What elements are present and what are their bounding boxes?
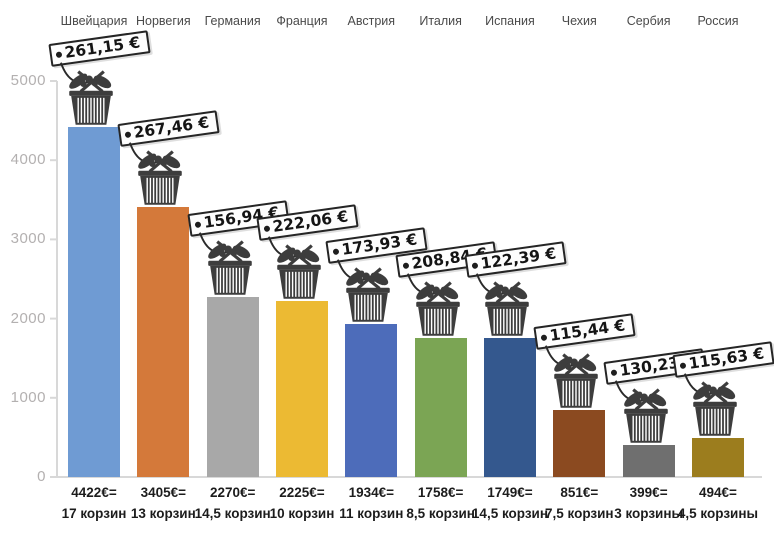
y-tick-label: 5000: [10, 72, 46, 89]
bottom-label: 494€= 4,5 корзины: [672, 483, 764, 525]
total-euro-label: 4422€=: [71, 485, 117, 500]
country-label: Сербия: [626, 14, 671, 28]
bar: [275, 301, 328, 477]
grocery-basket-icon: [198, 232, 252, 295]
y-tick-label: 3000: [10, 230, 46, 248]
bar: [206, 297, 259, 477]
basket-group: 156,94 €: [185, 200, 290, 296]
basket-group: 130,23 €: [601, 348, 706, 444]
baskets-count-label: 3 корзины: [614, 505, 684, 521]
country-label: Франция: [276, 14, 328, 28]
total-euro-label: 1749€=: [487, 485, 533, 500]
baskets-count-label: 8,5 корзин: [406, 505, 475, 521]
bottom-label: 2225€= 10 корзин: [256, 483, 348, 525]
basket-group: 173,93 €: [323, 227, 428, 323]
grocery-basket-icon: [337, 259, 391, 322]
total-euro-label: 851€=: [560, 485, 599, 500]
total-euro-label: 1934€=: [348, 485, 395, 500]
baskets-count-label: 11 корзин: [339, 505, 404, 521]
y-tick-label: 1000: [10, 388, 46, 406]
bottom-label: 1749€= 14,5 корзин: [464, 483, 556, 525]
bar: [345, 324, 398, 477]
grocery-basket-icon: [267, 236, 321, 299]
bar: [553, 410, 606, 477]
bar: [137, 207, 190, 477]
baskets-count-label: 13 корзин: [130, 505, 196, 521]
basket-group: 222,06 €: [254, 204, 359, 300]
total-euro-label: 494€=: [699, 485, 737, 500]
bottom-label: 1758€= 8,5 корзин: [395, 483, 487, 525]
baskets-count-label: 4,5 корзины: [677, 505, 759, 521]
baskets-count-label: 7,5 корзин: [545, 505, 614, 521]
bar: [68, 127, 120, 477]
y-tick-label: 4000: [10, 151, 46, 169]
basket-group: 115,44 €: [531, 313, 636, 409]
bottom-label: 399€= 3 корзины: [603, 483, 695, 525]
grocery-basket-icon: [60, 62, 113, 125]
grocery-basket-icon: [545, 345, 599, 408]
grocery-basket-icon: [475, 273, 529, 336]
bar: [483, 338, 536, 477]
baskets-count-label: 10 корзин: [269, 505, 335, 521]
total-euro-label: 3405€=: [140, 485, 187, 500]
grocery-basket-icon: [614, 380, 668, 443]
country-label: Испания: [485, 14, 535, 28]
basket-group: 122,39 €: [462, 241, 567, 337]
total-euro-label: 2225€=: [279, 485, 325, 500]
bottom-label: 3405€= 13 корзин: [117, 483, 209, 525]
bottom-label: 4422€= 17 корзин: [48, 483, 140, 525]
country-label: Чехия: [561, 14, 597, 28]
country-label: Италия: [419, 14, 462, 28]
basket-group: 267,46 €: [115, 110, 220, 206]
country-label: Швейцария: [60, 14, 128, 28]
baskets-count-label: 14,5 корзин: [194, 505, 271, 521]
bottom-label: 2270€= 14,5 корзин: [187, 483, 279, 525]
country-label: Австрия: [347, 14, 396, 28]
country-label: Россия: [697, 14, 739, 28]
country-label: Норвегия: [135, 14, 191, 28]
bar: [622, 445, 675, 477]
grocery-basket-icon: [683, 373, 737, 436]
bottom-label: 851€= 7,5 корзин: [533, 483, 625, 525]
baskets-count-label: 14,5 корзин: [471, 505, 549, 521]
total-euro-label: 1758€=: [417, 485, 464, 500]
grocery-basket-icon: [406, 273, 460, 336]
bar: [691, 438, 744, 477]
basket-group: 261,15 €: [46, 30, 151, 126]
baskets-count-label: 17 корзин: [61, 505, 127, 521]
y-tick-label: 0: [37, 468, 46, 485]
total-euro-label: 2270€=: [209, 485, 256, 500]
total-euro-label: 399€=: [629, 485, 668, 500]
bar: [414, 338, 467, 477]
country-label: Германия: [204, 14, 261, 28]
basket-group: 208,84 €: [393, 241, 498, 337]
grocery-basket-icon: [129, 142, 183, 205]
basket-group: 115,63 €: [670, 341, 774, 437]
y-tick-label: 2000: [10, 309, 46, 327]
bottom-label: 1934€= 11 корзин: [325, 483, 417, 525]
